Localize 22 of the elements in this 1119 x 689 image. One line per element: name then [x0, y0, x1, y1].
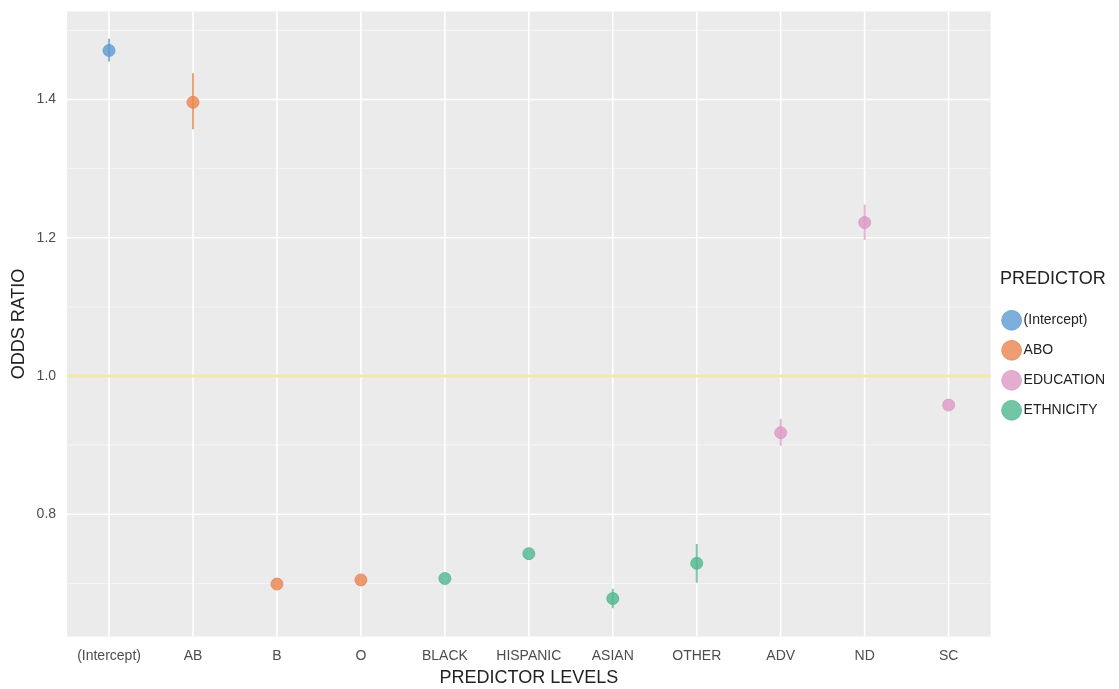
x-tick-label: OTHER	[672, 646, 722, 663]
x-tick-label: ADV	[766, 646, 796, 663]
x-axis-title: PREDICTOR LEVELS	[439, 667, 619, 688]
x-tick-label: B	[272, 646, 282, 663]
y-tick-label: 1.2	[36, 228, 57, 245]
x-tick-label: ND	[854, 646, 875, 663]
x-tick-label: AB	[183, 646, 203, 663]
x-tick-label: HISPANIC	[496, 646, 562, 663]
legend-label: ABO	[1023, 341, 1054, 358]
y-axis-title: ODDS RATIO	[7, 268, 28, 380]
y-tick-label: 0.8	[36, 505, 57, 522]
x-tick-label: (Intercept)	[77, 646, 141, 663]
x-tick-label: BLACK	[421, 646, 469, 663]
y-tick-label: 1.4	[36, 90, 57, 107]
legend-label: EDUCATION	[1023, 371, 1106, 388]
x-tick-label: SC	[938, 646, 959, 663]
legend-label: (Intercept)	[1023, 311, 1088, 328]
y-tick-label: 1.0	[36, 366, 57, 383]
legend-label: ETHNICITY	[1023, 401, 1099, 418]
legend-title: PREDICTOR	[999, 267, 1106, 288]
x-tick-label: O	[355, 646, 367, 663]
x-tick-label: ASIAN	[591, 646, 634, 663]
